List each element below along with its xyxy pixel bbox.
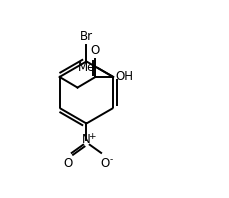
Text: O: O: [90, 44, 100, 57]
Text: O: O: [100, 157, 109, 170]
Text: OH: OH: [114, 70, 133, 83]
Text: +: +: [88, 132, 95, 141]
Text: Br: Br: [79, 30, 93, 44]
Text: Me: Me: [78, 61, 95, 74]
Text: -: -: [109, 155, 112, 164]
Text: O: O: [63, 157, 72, 170]
Text: N: N: [82, 133, 90, 146]
